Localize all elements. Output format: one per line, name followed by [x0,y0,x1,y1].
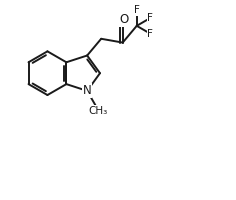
Text: N: N [83,84,92,97]
Text: F: F [148,13,153,23]
Text: O: O [119,13,128,26]
Text: F: F [148,29,153,39]
Text: CH₃: CH₃ [88,106,108,116]
Text: F: F [134,5,140,15]
